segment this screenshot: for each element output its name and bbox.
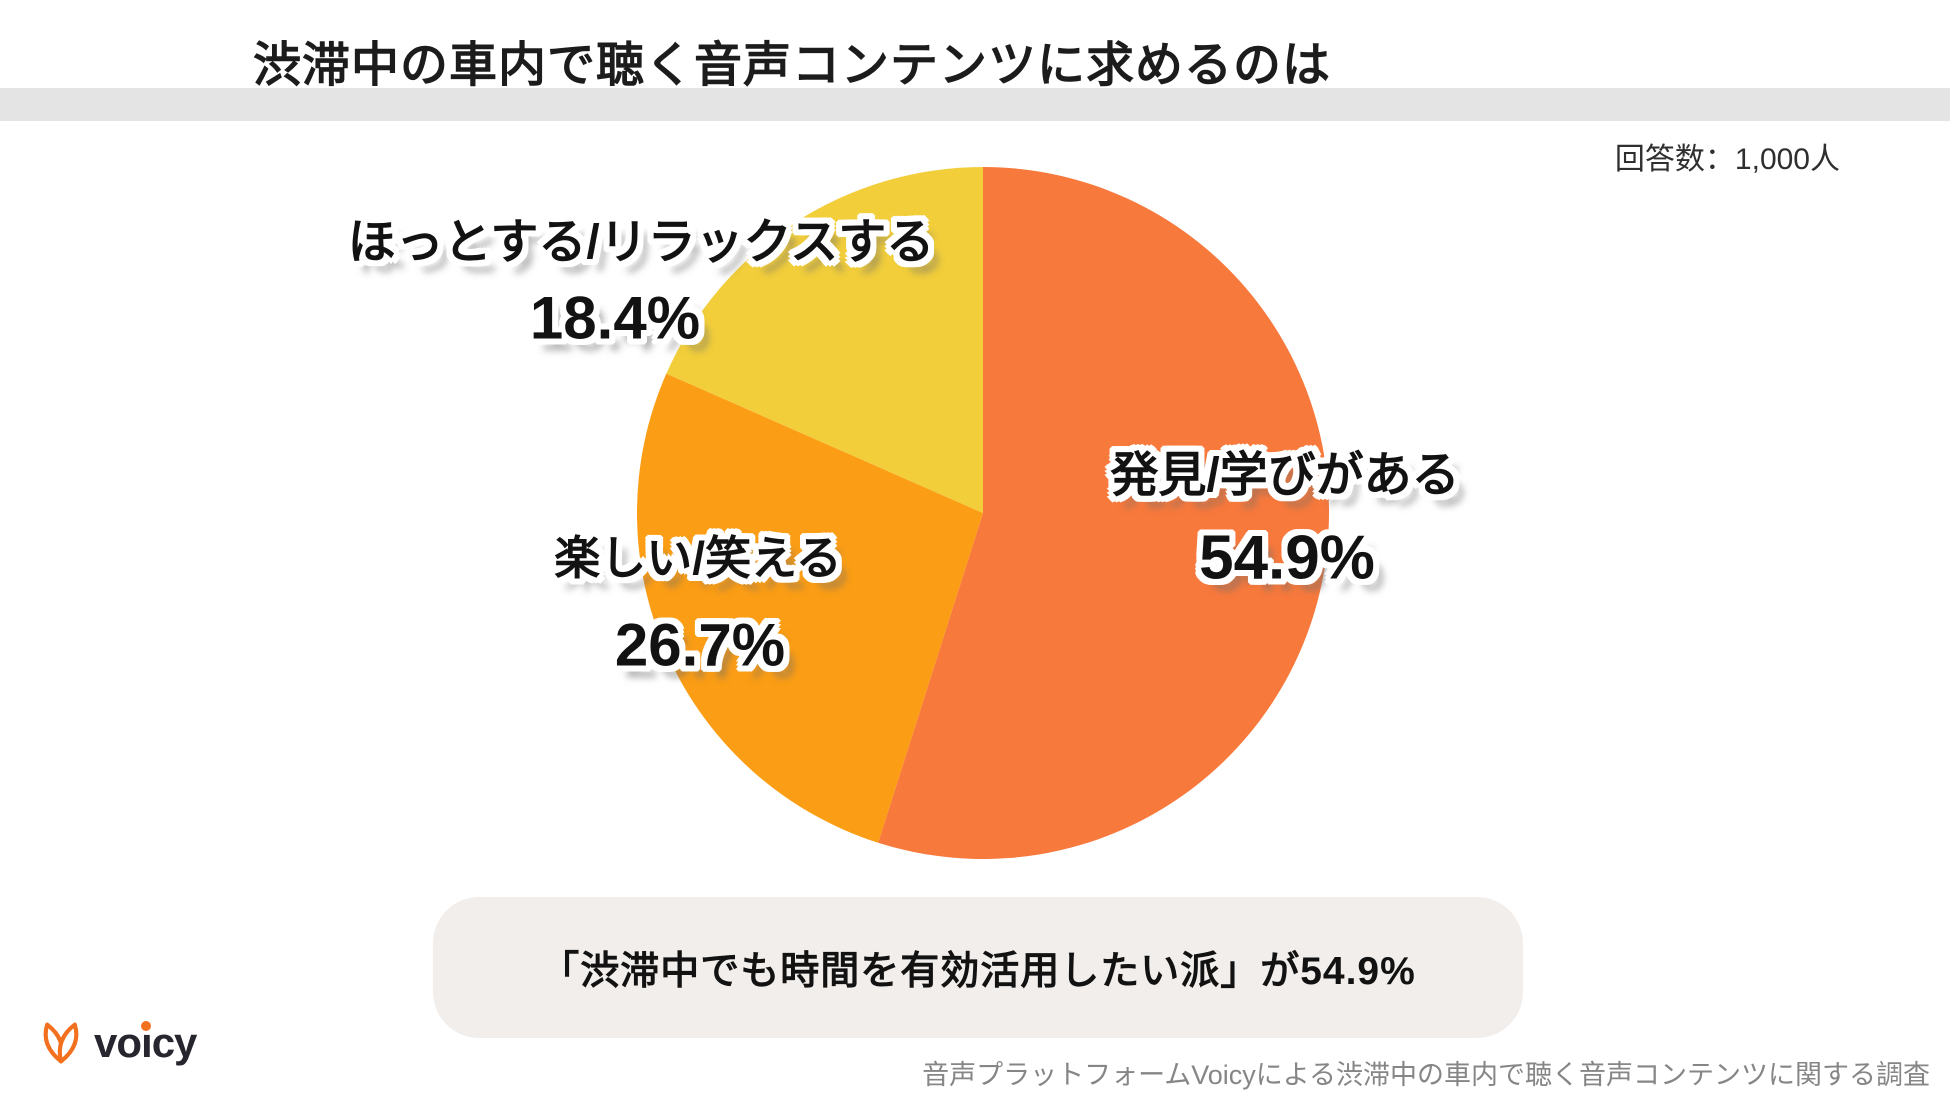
slice-value-discovery: 54.9% xyxy=(1199,523,1375,593)
logo-i-dot xyxy=(141,1021,152,1031)
slice-label-relax: ほっとする/リラックスする xyxy=(347,216,935,269)
title-underline-band xyxy=(0,88,1950,121)
voicy-wordmark: voı cy xyxy=(94,1019,197,1066)
voicy-logo: voı cy xyxy=(38,1012,197,1074)
pie-chart xyxy=(637,167,1329,859)
respondents-count: 回答数：1,000人 xyxy=(1614,143,1840,176)
slice-label-discovery: 発見/学びがある xyxy=(1110,449,1460,502)
pie-slice-0 xyxy=(878,167,1329,859)
page-title: 渋滞中の車内で聴く音声コンテンツに求めるのは xyxy=(252,39,1331,92)
pie-slice-2 xyxy=(666,167,983,513)
summary-callout: 「渋滞中でも時間を有効活用したい派」が54.9% xyxy=(433,897,1523,1038)
voicy-leaf-icon xyxy=(43,1022,79,1064)
pie-chart-svg xyxy=(637,167,1329,859)
slice-value-fun: 26.7% xyxy=(614,611,786,679)
slice-label-fun: 楽しい/笑える xyxy=(554,532,842,584)
pie-slice-1 xyxy=(637,373,983,843)
survey-source-note: 音声プラットフォームVoicyによる渋滞中の車内で聴く音声コンテンツに関する調査 xyxy=(922,1060,1930,1090)
summary-callout-text: 「渋滞中でも時間を有効活用したい派」が54.9% xyxy=(540,949,1416,993)
slice-value-relax: 18.4% xyxy=(529,284,701,352)
